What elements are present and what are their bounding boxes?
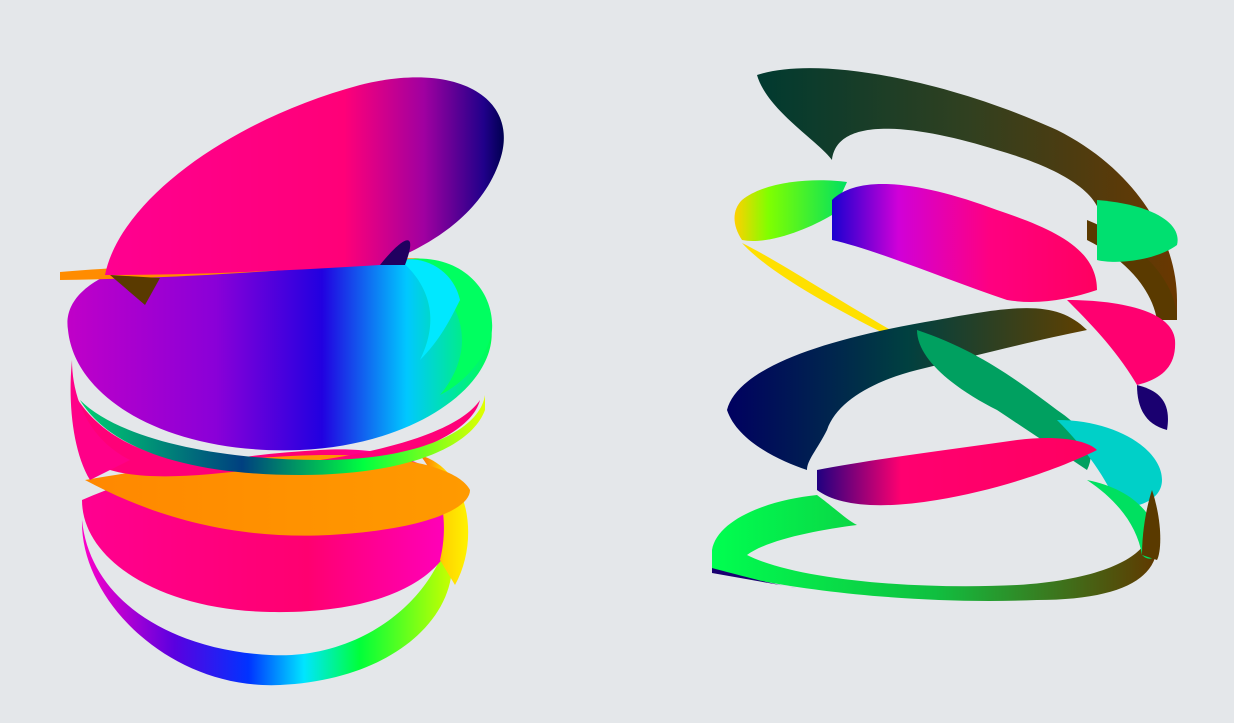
right-mid-spiral <box>917 330 1091 470</box>
right-cyan-loop <box>1057 420 1162 507</box>
left-helicoid-surface <box>60 77 504 686</box>
left-blade-shadow <box>110 275 160 305</box>
right-ribbon-surface <box>617 0 1234 723</box>
right-brown-edge <box>1142 490 1161 560</box>
left-pink-band <box>72 390 480 477</box>
right-yellow-strip <box>742 243 917 345</box>
right-pink-band-mid <box>817 438 1097 506</box>
left-pink-edge <box>70 360 130 480</box>
left-middle-disk <box>67 250 492 451</box>
left-bottom-rim <box>81 520 453 686</box>
right-yellow-flap <box>734 180 847 241</box>
left-surface-graphic <box>60 77 504 686</box>
right-navy-tab <box>1137 385 1168 430</box>
right-pink-column <box>1067 300 1176 385</box>
left-green-rim <box>400 258 493 395</box>
right-bottom-loop <box>712 495 1157 601</box>
right-top-ribbon <box>757 68 1177 320</box>
right-green-edge <box>1087 480 1158 559</box>
right-green-tab <box>1097 200 1178 262</box>
right-pink-band-top <box>832 183 1097 302</box>
right-surface-graphic <box>712 68 1178 601</box>
left-top-pinch <box>380 240 411 265</box>
left-top-disk <box>105 77 504 275</box>
right-navy-loop <box>727 308 1087 470</box>
left-green-band <box>80 395 485 475</box>
left-cyan-pinch <box>400 259 460 360</box>
